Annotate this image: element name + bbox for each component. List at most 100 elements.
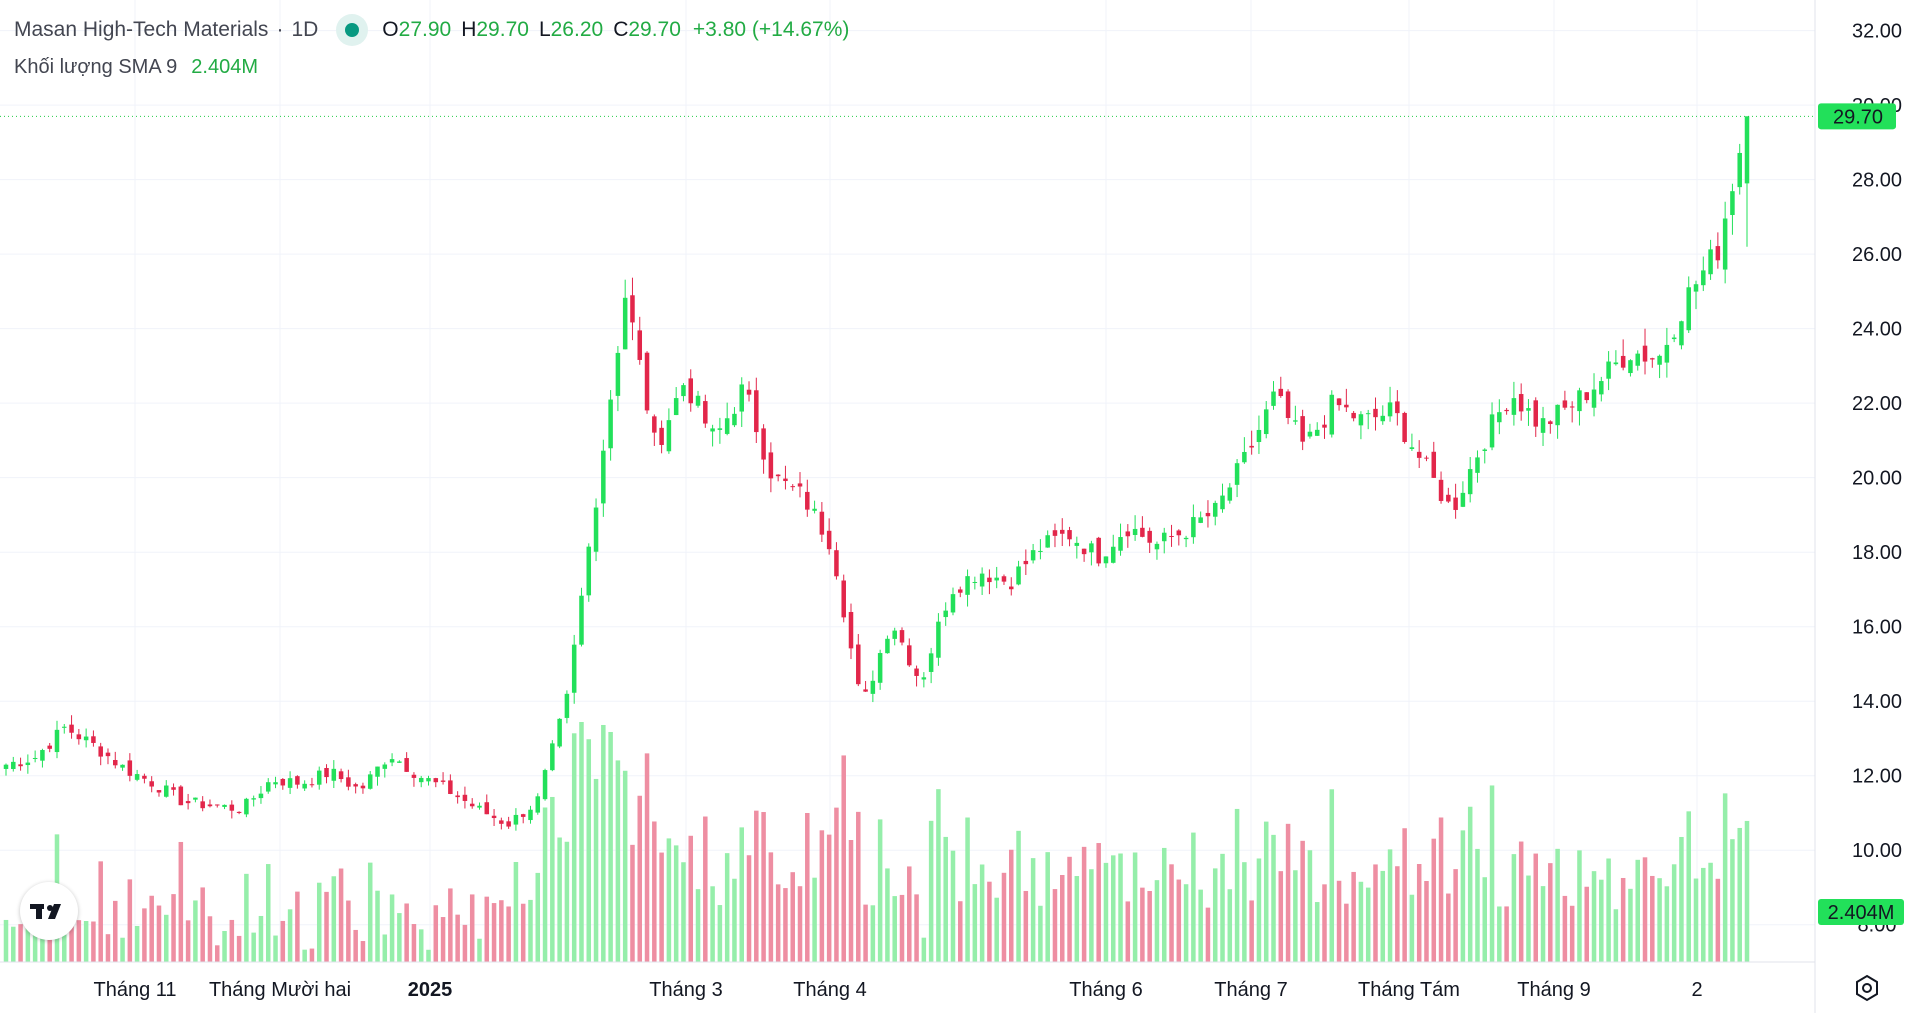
candle [1344, 388, 1349, 412]
volume-bar [1212, 868, 1218, 962]
volume-bar [11, 926, 16, 962]
candle-body [499, 820, 504, 824]
volume-bar [1569, 905, 1575, 962]
candle [528, 805, 533, 824]
volume-bar [91, 921, 96, 962]
candle [739, 377, 744, 427]
volume-bar [1307, 850, 1313, 962]
volume-bar [950, 850, 956, 962]
volume-bar [681, 862, 686, 962]
candle-body [936, 621, 941, 658]
time-axis-label: Tháng 9 [1517, 979, 1590, 1001]
candle-body [1300, 416, 1305, 442]
volume-bar [1169, 864, 1174, 962]
candle [848, 603, 854, 660]
volume-bar [491, 903, 497, 962]
volume-bar [1161, 847, 1167, 962]
candle-body [156, 790, 162, 793]
candle [1212, 500, 1218, 526]
volume-bar [1147, 891, 1152, 962]
volume-bar [1380, 870, 1386, 962]
settings-gear-icon[interactable] [1852, 973, 1882, 1003]
candle-body [1511, 398, 1517, 415]
tradingview-logo-icon[interactable] [20, 882, 78, 940]
candle [1497, 399, 1502, 435]
symbol-name[interactable]: Masan High-Tech Materials [14, 18, 269, 41]
candle [520, 813, 526, 824]
volume-bar [382, 934, 388, 962]
volume-bar [703, 816, 708, 962]
candle-body [1620, 355, 1626, 368]
volume-bar [367, 862, 373, 962]
candle-body [76, 734, 82, 740]
volume-bar [1409, 894, 1415, 962]
candle-body [113, 759, 118, 766]
candle-body [1278, 388, 1284, 397]
interval-label[interactable]: 1D [291, 18, 319, 41]
candle [1300, 409, 1305, 451]
candle [462, 786, 468, 809]
volume-bar [542, 807, 548, 962]
candle-body [914, 668, 919, 676]
candle [1511, 381, 1517, 426]
volume-bar [1584, 886, 1589, 962]
volume-bar [273, 935, 278, 962]
volume-indicator-label[interactable]: Khối lượng SMA 9 [14, 56, 178, 78]
candle [703, 394, 708, 428]
volume-bar [1628, 888, 1633, 962]
candle-body [979, 573, 985, 587]
candle-body [484, 802, 490, 815]
candle-body [1482, 449, 1488, 451]
volume-bar [637, 795, 643, 962]
volume-bar [608, 731, 613, 962]
volume-bar [914, 894, 919, 962]
candle-body [360, 785, 366, 789]
volume-bar [987, 881, 992, 962]
candle [1176, 529, 1182, 546]
market-status-icon[interactable] [336, 14, 369, 46]
time-axis-label: Tháng 4 [793, 979, 866, 1001]
volume-bar [1722, 793, 1728, 962]
candle-body [1446, 494, 1451, 502]
candle-body [491, 815, 497, 819]
candle [426, 775, 431, 786]
volume-bar [1730, 839, 1735, 962]
candle-body [615, 352, 621, 396]
candle-body [1657, 355, 1662, 365]
candle [418, 775, 424, 788]
candle [513, 808, 519, 831]
candle-body [1730, 191, 1735, 216]
volume-bar [185, 920, 191, 962]
candle-body [1497, 412, 1502, 423]
volume-bar [1526, 875, 1531, 962]
candle-body [1132, 528, 1138, 535]
candle-body [943, 610, 948, 618]
volume-bar [1708, 862, 1713, 962]
volume-bar [506, 906, 511, 962]
price-axis-label: 22.00 [1852, 393, 1902, 415]
volume-bar [666, 838, 672, 962]
volume-bar [1081, 846, 1087, 962]
candle-body [62, 726, 67, 728]
candle [54, 720, 60, 759]
volume-bar [1606, 858, 1611, 962]
candle-body [32, 757, 38, 759]
volume-bar [768, 852, 774, 962]
volume-bar [397, 913, 402, 962]
candle [907, 638, 912, 667]
volume-bar [32, 928, 38, 962]
candle [113, 751, 118, 769]
candle-body [622, 297, 628, 350]
volume-bar [440, 917, 446, 962]
volume-bar [375, 890, 380, 962]
candle-body [1074, 542, 1080, 546]
candle [1548, 420, 1553, 434]
volume-bar [812, 877, 817, 962]
volume-bar [863, 904, 868, 962]
candle [542, 768, 548, 801]
volume-bar [98, 861, 103, 962]
candle [477, 802, 482, 810]
candle [892, 627, 897, 646]
